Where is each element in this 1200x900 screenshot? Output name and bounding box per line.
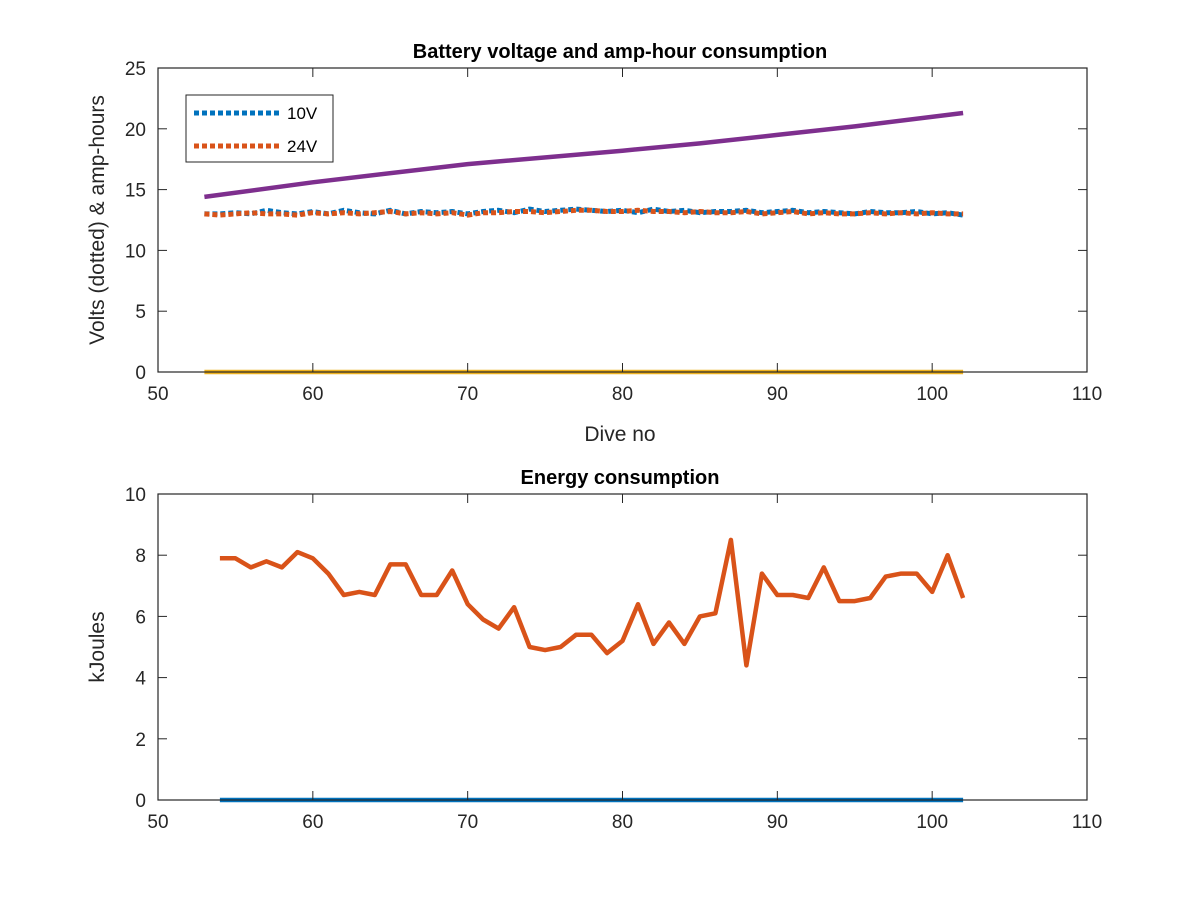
chart-title: Energy consumption — [521, 467, 720, 489]
x-axis-ticks: 50 60 70 80 90 100 110 — [147, 68, 1102, 405]
y-tick-label: 20 — [125, 120, 146, 141]
legend-entry-10v: 10V — [287, 104, 318, 123]
x-axis-ticks: 50 60 70 80 90 100 110 — [147, 494, 1102, 833]
x-tick-label: 100 — [916, 384, 948, 405]
plot-area — [219, 537, 966, 803]
y-tick-label: 8 — [135, 546, 146, 567]
y-tick-label: 15 — [125, 181, 146, 202]
x-tick-label: 110 — [1072, 812, 1102, 833]
y-axis-label: Volts (dotted) & amp-hours — [86, 95, 109, 345]
y-tick-label: 4 — [135, 669, 146, 690]
x-tick-label: 80 — [612, 812, 633, 833]
y-tick-label: 10 — [125, 241, 146, 262]
x-tick-label: 50 — [147, 384, 168, 405]
x-tick-label: 100 — [916, 812, 948, 833]
y-tick-label: 2 — [135, 730, 146, 751]
y-axis-ticks: 0 5 10 15 20 25 — [125, 59, 1087, 384]
y-tick-label: 5 — [135, 302, 146, 323]
x-axis-label: Dive no — [584, 423, 655, 446]
legend: 10V 24V — [185, 94, 334, 163]
x-tick-label: 50 — [147, 812, 168, 833]
y-axis-label: kJoules — [86, 611, 109, 682]
x-tick-label: 80 — [612, 384, 633, 405]
y-tick-label: 6 — [135, 607, 146, 628]
x-tick-label: 90 — [767, 812, 788, 833]
x-tick-label: 70 — [457, 384, 478, 405]
y-axis-ticks: 0 2 4 6 8 10 — [125, 485, 1087, 812]
battery-chart: Battery voltage and amp-hour consumption… — [86, 41, 1102, 446]
y-tick-label: 10 — [125, 485, 146, 506]
y-tick-label: 0 — [135, 363, 146, 384]
series-line-2 — [204, 110, 964, 200]
x-tick-label: 70 — [457, 812, 478, 833]
x-tick-label: 90 — [767, 384, 788, 405]
series-line-1 — [219, 537, 966, 668]
x-tick-label: 60 — [302, 812, 323, 833]
axes-box — [157, 493, 1088, 801]
x-tick-label: 60 — [302, 384, 323, 405]
y-tick-label: 0 — [135, 791, 146, 812]
legend-box — [185, 94, 334, 163]
energy-chart: Energy consumption 50 60 70 80 90 100 110 0 2 4 6… — [86, 467, 1102, 833]
series-line-1 — [204, 207, 964, 218]
x-tick-label: 110 — [1072, 384, 1102, 405]
chart-title: Battery voltage and amp-hour consumption — [413, 41, 827, 63]
y-tick-label: 25 — [125, 59, 146, 80]
legend-entry-24v: 24V — [287, 137, 318, 156]
